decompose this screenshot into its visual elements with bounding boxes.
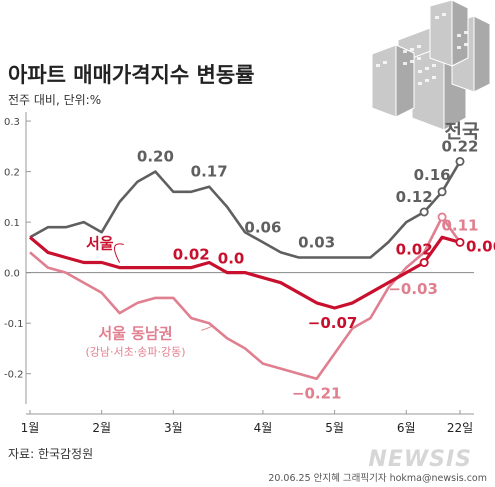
y-tick-label: -0.1 <box>4 319 24 330</box>
data-label: 0.03 <box>298 233 335 251</box>
y-tick-label: 0.1 <box>4 218 20 229</box>
apartment-buildings-icon <box>371 0 491 131</box>
data-label: 0.0 <box>218 250 245 268</box>
data-label: 0.06 <box>466 237 495 255</box>
x-tick-label: 5월 <box>325 421 344 435</box>
x-tick-label: 22일 <box>447 421 473 435</box>
x-tick-label: 3월 <box>164 421 183 435</box>
data-label: 0.22 <box>441 137 478 155</box>
leader-line-seoul <box>114 243 124 263</box>
data-label: 0.06 <box>244 218 281 236</box>
series-layer <box>28 156 465 380</box>
data-label: −0.03 <box>388 280 438 298</box>
page-title: 아파트 매매가격지수 변동률 <box>8 63 254 87</box>
data-point-marker <box>455 156 465 166</box>
series-line-seoul <box>28 235 461 310</box>
series-name-national: 전국 <box>445 120 480 142</box>
y-tick-label: 0.3 <box>4 117 20 128</box>
data-label: 0.16 <box>414 166 451 184</box>
data-label: 0.02 <box>173 246 210 264</box>
data-point-marker <box>437 212 447 222</box>
x-tick-label: 4월 <box>254 421 273 435</box>
series-line-national <box>29 160 462 259</box>
data-label: −0.21 <box>292 385 342 403</box>
y-tick-label: 0.0 <box>4 269 20 280</box>
data-label: 0.11 <box>441 216 478 234</box>
data-label: 0.17 <box>191 163 228 181</box>
chart-subtitle: 전주 대비, 단위:% <box>8 93 101 107</box>
source-text: 자료: 한국감정원 <box>8 447 93 461</box>
data-point-marker <box>419 258 429 268</box>
data-point-marker <box>419 207 429 217</box>
x-tick-label: 1월 <box>21 421 40 435</box>
x-tick-label: 2월 <box>92 421 111 435</box>
y-tick-label: -0.2 <box>4 370 24 381</box>
series-subname-seoul-southeast: (강남·서초·송파·강동) <box>85 345 185 358</box>
data-label: 0.20 <box>137 148 174 166</box>
data-label: −0.07 <box>308 314 358 332</box>
series-name-seoul-southeast: 서울 동남권 <box>98 324 172 342</box>
x-axis: 1월 2월 3월 4월 5월 6월 22일 <box>21 410 474 435</box>
series-name-seoul: 서울 <box>86 235 114 253</box>
labels-layer: 0.20 0.17 0.06 0.03 0.12 0.16 0.22 0.02 0.0 −0.07… <box>137 137 495 402</box>
credit-text: 20.06.25 안지혜 그래픽기자 hokma@newsis.com <box>268 472 487 484</box>
data-point-marker <box>455 237 465 247</box>
y-tick-label: 0.2 <box>4 168 20 179</box>
x-tick-label: 6월 <box>397 421 416 435</box>
series-line-seoul_southeast <box>29 215 462 380</box>
watermark-logo: NEWSIS <box>368 447 472 472</box>
leader-line-seoul-southeast <box>201 324 214 331</box>
data-point-marker <box>437 187 447 197</box>
data-label: 0.12 <box>396 188 433 206</box>
data-label: 0.02 <box>396 241 433 259</box>
